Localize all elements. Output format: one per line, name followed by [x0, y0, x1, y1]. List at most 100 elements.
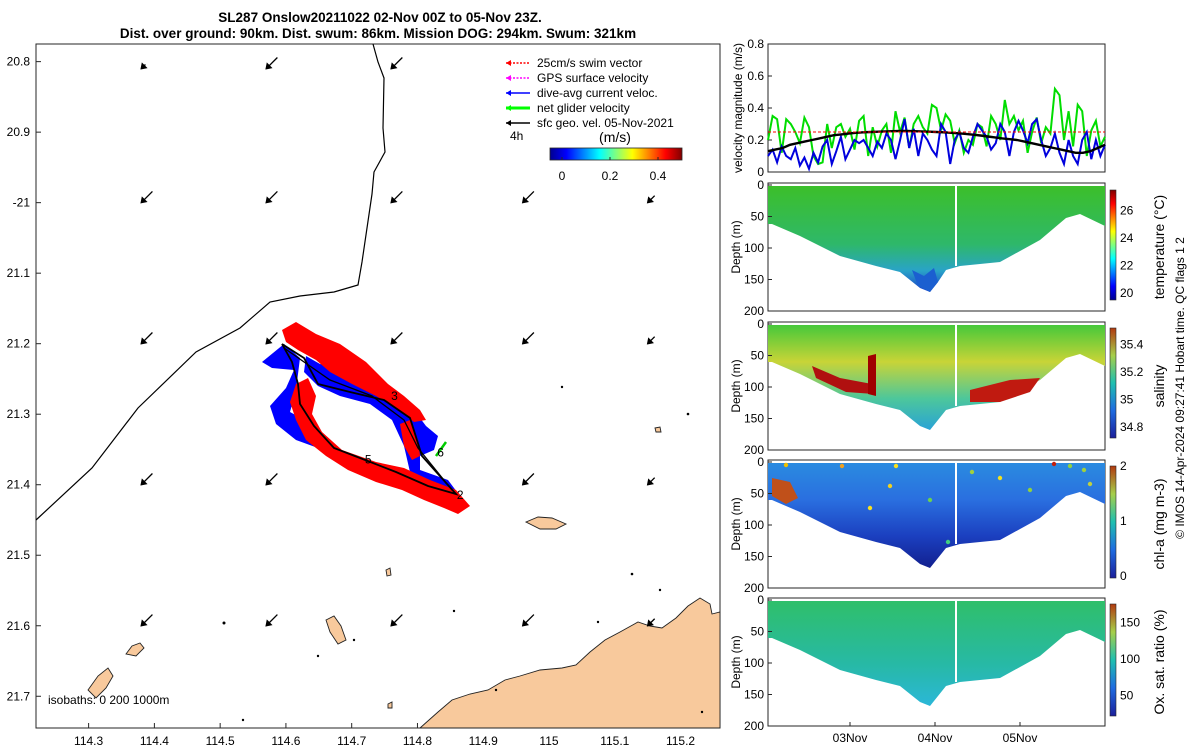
- geo-arrow: [646, 195, 656, 204]
- legend-entry: sfc geo. vel. 05-Nov-2021: [506, 116, 674, 130]
- chlorophyll-field: [768, 463, 1105, 568]
- salinity-field: [768, 325, 1105, 430]
- title-line-2: Dist. over ground: 90km. Dist. swum: 86k…: [120, 26, 636, 41]
- chlorophyll-data-point: [867, 505, 873, 511]
- depth-tick-label: 200: [744, 304, 764, 318]
- glider-track: [281, 343, 459, 496]
- chlorophyll-colorbar: [1109, 465, 1117, 579]
- map-x-tick-label: 114.4: [140, 734, 169, 748]
- geo-arrow: [521, 614, 535, 627]
- net-glider-velocity-vector: [434, 441, 448, 457]
- geo-arrow: [521, 473, 535, 486]
- legend-label: sfc geo. vel. 05-Nov-2021: [537, 116, 674, 130]
- time-tick-label: 04Nov: [918, 731, 953, 745]
- oxygen-field: [768, 601, 1105, 706]
- colorbar-ticks: 0 0.2 0.4: [559, 157, 667, 183]
- colorbar-tick-label: 0.2: [602, 169, 619, 183]
- velocity-series: [767, 86, 1106, 172]
- map-x-tick-label: 115.2: [666, 734, 695, 748]
- colorbar-tick-label: 26: [1120, 204, 1134, 218]
- salinity-colorbar: [1109, 327, 1117, 439]
- track-day-labels: 2 3 5 6: [365, 389, 464, 502]
- depth-tick-label: 0: [757, 593, 764, 607]
- colorbar-tick-label: 24: [1120, 231, 1134, 245]
- legend-label: 25cm/s swim vector: [537, 56, 642, 70]
- chlorophyll-data-point: [1081, 467, 1087, 473]
- colorbar-tick-label: 50: [1120, 689, 1134, 703]
- depth-axis-label: Depth (m): [729, 635, 743, 688]
- map-x-tick-label: 114.5: [206, 734, 235, 748]
- colorbar-tick-label: 0: [1120, 569, 1127, 583]
- colorbar-tick-label: 20: [1120, 286, 1134, 300]
- island-small-2: [654, 426, 662, 433]
- depth-axis-label: Depth (m): [729, 359, 743, 412]
- legend-label: dive-avg current veloc.: [537, 86, 658, 100]
- legend-label: GPS surface velocity: [537, 71, 648, 85]
- temperature-cold-core: [912, 268, 938, 292]
- map-x-tick-label: 114.3: [74, 734, 103, 748]
- velocity-y-tick-label: 0.4: [747, 101, 764, 115]
- colorbar-tick-label: 35: [1120, 393, 1134, 407]
- chlorophyll-panel: [767, 459, 1117, 589]
- depth-tick-label: 50: [751, 487, 765, 501]
- map-x-ticks: 114.3 114.4 114.5 114.6 114.7 114.8 114.9 115 11…: [74, 723, 695, 748]
- velocity-ylabel: velocity magnitude (m/s): [731, 43, 745, 173]
- map-x-tick-label: 114.9: [469, 734, 498, 748]
- track-label: 5: [365, 453, 372, 467]
- island-west-2: [125, 642, 145, 657]
- velocity-y-ticks: 0 0.2 0.4 0.6 0.8: [747, 37, 772, 179]
- geostrophic-velocity-arrows: [140, 57, 656, 627]
- colorbar-gradient: [549, 147, 683, 161]
- map-x-tick-label: 115.1: [600, 734, 629, 748]
- geo-arrow: [390, 191, 403, 204]
- depth-tick-label: 100: [744, 241, 764, 255]
- time-tick-label: 05Nov: [1003, 731, 1038, 745]
- geo-arrow: [390, 614, 403, 627]
- geo-arrow: [140, 191, 153, 204]
- chlorophyll-data-point: [945, 539, 951, 545]
- chlorophyll-data-point: [1087, 481, 1093, 487]
- map-y-tick-label: 21.6: [7, 619, 31, 633]
- map-y-tick-label: -21: [13, 196, 31, 210]
- temperature-colorbar: [1109, 189, 1117, 301]
- islets: [222, 385, 704, 722]
- colorbar-unit: (m/s): [599, 129, 631, 145]
- colorbar-tick-label: 22: [1120, 259, 1134, 273]
- island-west: [87, 667, 114, 699]
- geo-arrow: [140, 473, 153, 486]
- chlorophyll-high-west: [772, 478, 798, 504]
- geo-arrow: [646, 336, 656, 345]
- depth-tick-label: 50: [751, 210, 765, 224]
- map-y-tick-label: 21.4: [7, 478, 31, 492]
- dive-avg-current-vectors: [262, 344, 460, 500]
- depth-tick-label: 50: [751, 349, 765, 363]
- island-mid: [325, 615, 347, 645]
- geo-arrow: [646, 618, 656, 627]
- depth-tick-label: 150: [744, 273, 764, 287]
- colorbar-label: Ox. sat. ratio (%): [1151, 609, 1167, 714]
- geo-arrow: [140, 62, 148, 70]
- map-x-tick-label: 115: [539, 734, 558, 748]
- chlorophyll-data-point: [1027, 487, 1033, 493]
- oxygen-panel: [767, 597, 1117, 727]
- depth-tick-label: 0: [757, 178, 764, 192]
- geo-arrow: [265, 473, 278, 486]
- chlorophyll-data-point: [783, 462, 789, 468]
- colorbar-label: temperature (°C): [1151, 195, 1167, 299]
- legend-arrowhead: [506, 105, 511, 111]
- track-label: 3: [391, 389, 398, 403]
- legend-entry: GPS surface velocity: [506, 71, 648, 85]
- island-small-1: [385, 567, 392, 577]
- depth-tick-label: 100: [744, 656, 764, 670]
- velocity-series-line: [767, 117, 1106, 172]
- velocity-y-tick-label: 0.2: [747, 133, 764, 147]
- map-y-tick-label: 21.2: [7, 337, 31, 351]
- chlorophyll-data-point: [1051, 461, 1057, 467]
- depth-tick-label: 200: [744, 719, 764, 733]
- depth-tick-label: 200: [744, 443, 764, 457]
- geo-arrow: [140, 614, 153, 627]
- chlorophyll-data-point: [997, 475, 1003, 481]
- depth-tick-label: 0: [757, 455, 764, 469]
- map-x-tick-label: 114.7: [337, 734, 366, 748]
